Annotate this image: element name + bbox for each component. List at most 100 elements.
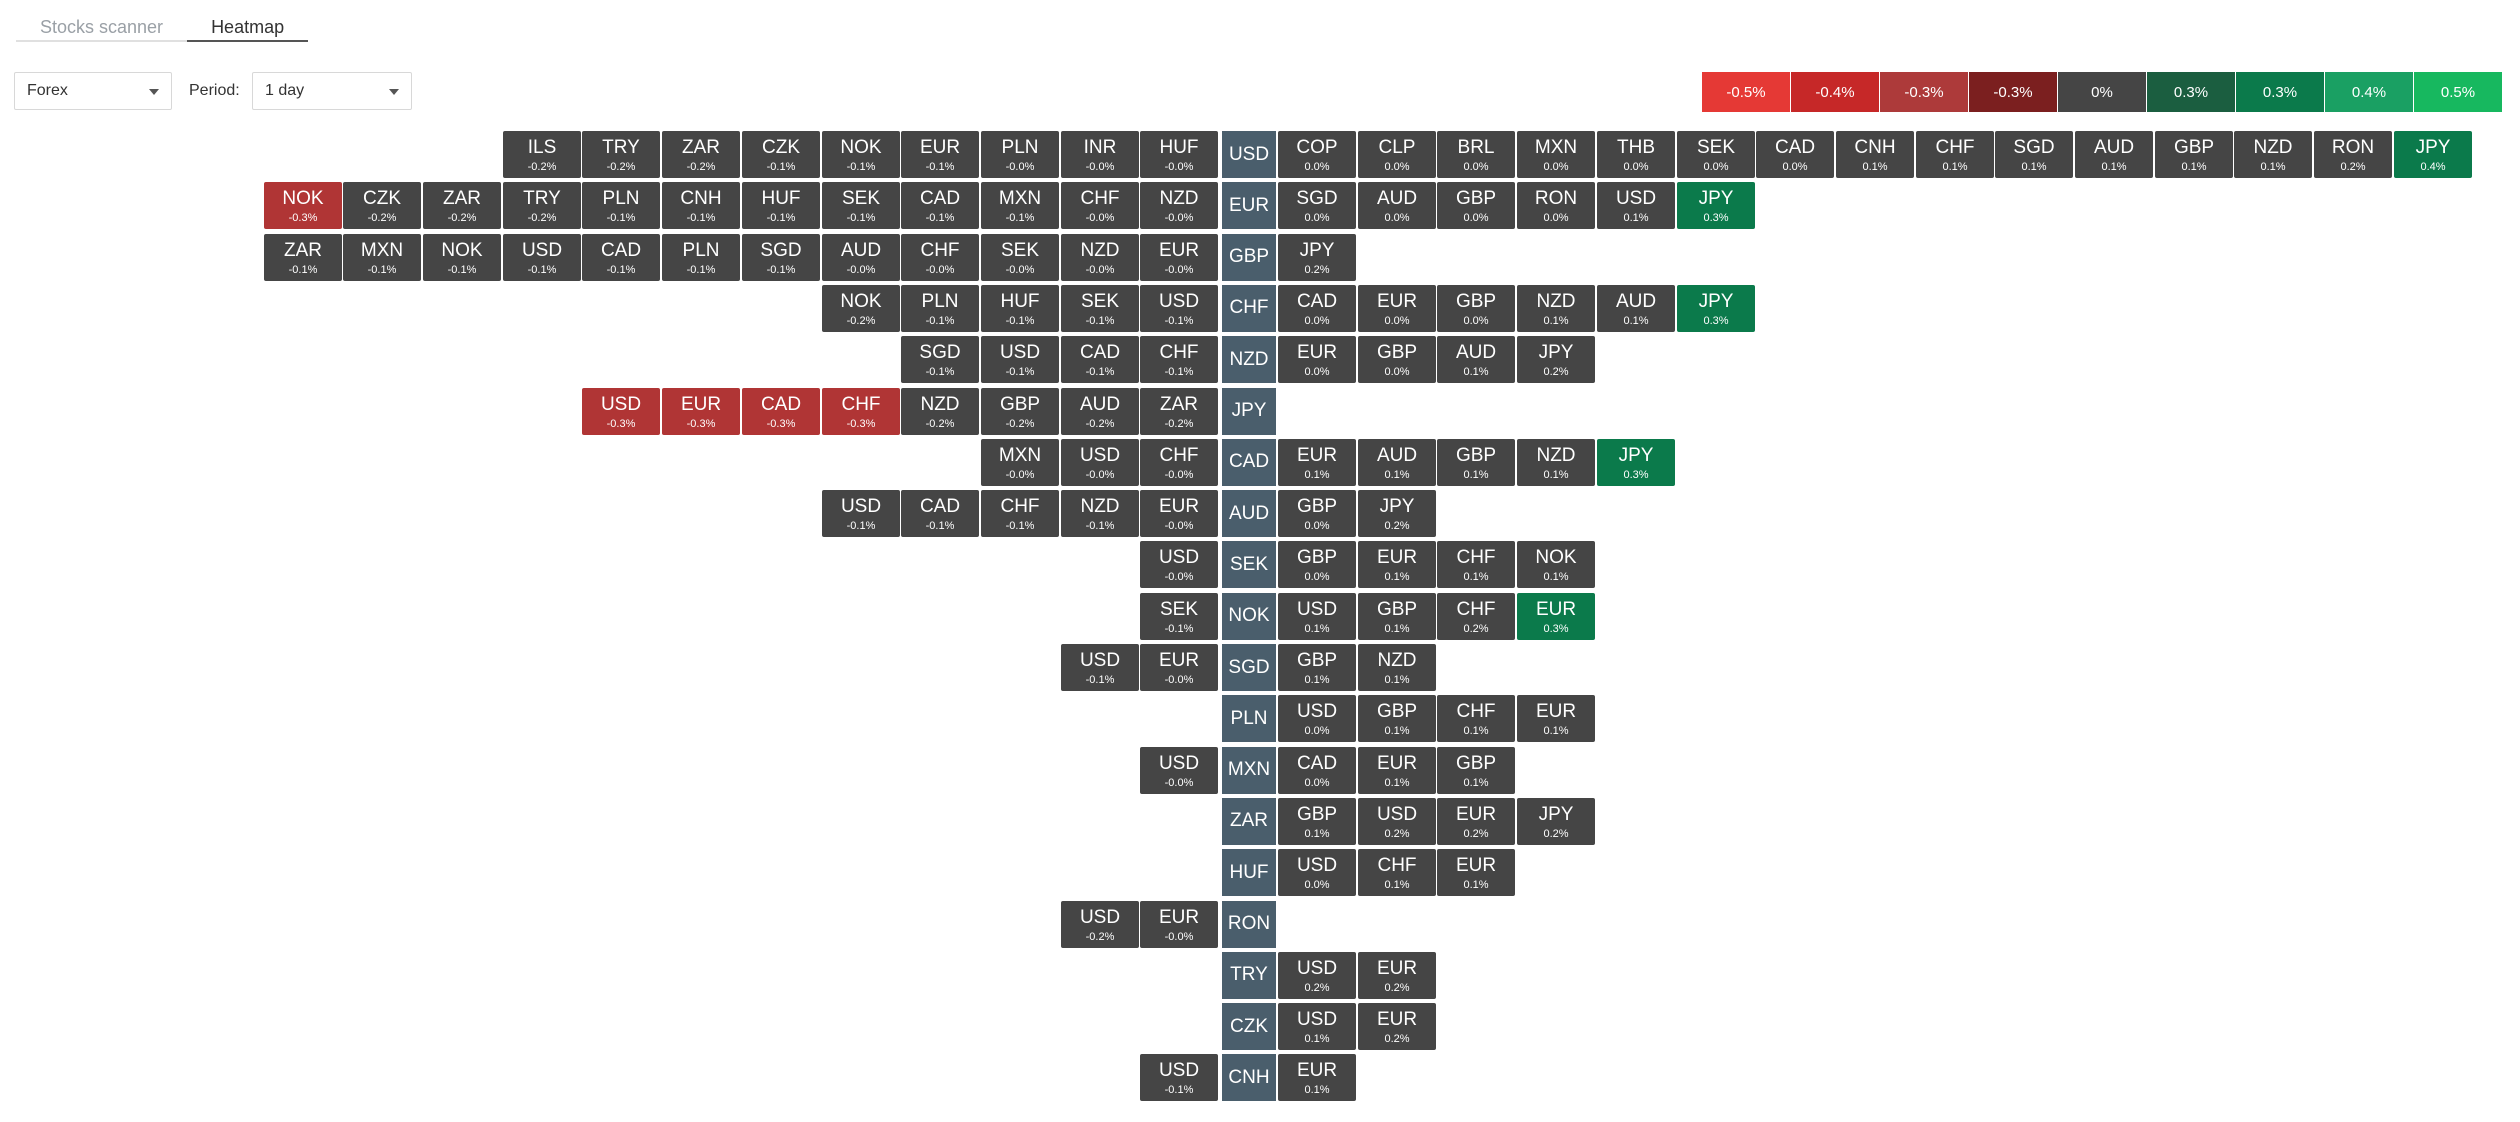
pair-tile[interactable]: CZK -0.2% bbox=[343, 182, 421, 230]
pair-tile[interactable]: USD -0.0% bbox=[1140, 746, 1218, 794]
pair-tile[interactable]: GBP -0.2% bbox=[981, 387, 1059, 435]
pair-tile[interactable]: JPY 0.2% bbox=[1278, 233, 1356, 281]
pair-tile[interactable]: PLN -0.0% bbox=[981, 131, 1059, 178]
pair-tile[interactable]: NOK -0.2% bbox=[822, 284, 900, 332]
pair-tile[interactable]: USD 0.2% bbox=[1278, 951, 1356, 999]
pair-tile[interactable]: USD 0.2% bbox=[1358, 797, 1436, 845]
pair-tile[interactable]: ZAR -0.1% bbox=[264, 233, 342, 281]
pair-tile[interactable]: TRY -0.2% bbox=[582, 131, 660, 178]
pair-tile[interactable]: AUD 0.1% bbox=[1358, 438, 1436, 486]
pair-tile[interactable]: GBP 0.0% bbox=[1278, 490, 1356, 538]
pair-tile[interactable]: CNH -0.1% bbox=[662, 182, 740, 230]
pair-tile[interactable]: AUD -0.2% bbox=[1061, 387, 1139, 435]
base-currency[interactable]: CHF bbox=[1222, 284, 1276, 332]
pair-tile[interactable]: USD -0.2% bbox=[1061, 900, 1139, 948]
pair-tile[interactable]: GBP 0.1% bbox=[1437, 746, 1515, 794]
pair-tile[interactable]: NZD 0.1% bbox=[1517, 438, 1595, 486]
pair-tile[interactable]: CHF -0.3% bbox=[822, 387, 900, 435]
pair-tile[interactable]: CAD -0.1% bbox=[901, 182, 979, 230]
pair-tile[interactable]: CAD 0.0% bbox=[1756, 131, 1834, 178]
pair-tile[interactable]: CHF 0.1% bbox=[1358, 849, 1436, 897]
pair-tile[interactable]: EUR 0.3% bbox=[1517, 592, 1595, 640]
base-currency[interactable]: NOK bbox=[1222, 592, 1276, 640]
pair-tile[interactable]: USD -0.1% bbox=[1140, 284, 1218, 332]
base-currency[interactable]: NZD bbox=[1222, 336, 1276, 384]
pair-tile[interactable]: GBP 0.1% bbox=[2155, 131, 2233, 178]
pair-tile[interactable]: MXN -0.0% bbox=[981, 438, 1059, 486]
pair-tile[interactable]: JPY 0.3% bbox=[1677, 284, 1755, 332]
pair-tile[interactable]: GBP 0.1% bbox=[1358, 695, 1436, 743]
pair-tile[interactable]: USD -0.1% bbox=[503, 233, 581, 281]
base-currency[interactable]: ZAR bbox=[1222, 797, 1276, 845]
pair-tile[interactable]: CHF -0.0% bbox=[901, 233, 979, 281]
pair-tile[interactable]: GBP 0.0% bbox=[1437, 182, 1515, 230]
pair-tile[interactable]: CHF 0.1% bbox=[1437, 695, 1515, 743]
pair-tile[interactable]: ZAR -0.2% bbox=[423, 182, 501, 230]
pair-tile[interactable]: CHF 0.1% bbox=[1437, 541, 1515, 589]
pair-tile[interactable]: EUR 0.1% bbox=[1358, 541, 1436, 589]
pair-tile[interactable]: SEK 0.0% bbox=[1677, 131, 1755, 178]
pair-tile[interactable]: COP 0.0% bbox=[1278, 131, 1356, 178]
pair-tile[interactable]: CAD 0.0% bbox=[1278, 746, 1356, 794]
pair-tile[interactable]: SEK -0.1% bbox=[822, 182, 900, 230]
base-currency[interactable]: CAD bbox=[1222, 438, 1276, 486]
base-currency[interactable]: JPY bbox=[1222, 387, 1276, 435]
pair-tile[interactable]: EUR 0.1% bbox=[1278, 438, 1356, 486]
pair-tile[interactable]: NZD -0.1% bbox=[1061, 490, 1139, 538]
base-currency[interactable]: USD bbox=[1222, 131, 1276, 178]
base-currency[interactable]: SEK bbox=[1222, 541, 1276, 589]
pair-tile[interactable]: SGD 0.1% bbox=[1995, 131, 2073, 178]
pair-tile[interactable]: RON 0.2% bbox=[2314, 131, 2392, 178]
pair-tile[interactable]: NOK 0.1% bbox=[1517, 541, 1595, 589]
pair-tile[interactable]: ZAR -0.2% bbox=[1140, 387, 1218, 435]
pair-tile[interactable]: CZK -0.1% bbox=[742, 131, 820, 178]
pair-tile[interactable]: SGD -0.1% bbox=[901, 336, 979, 384]
pair-tile[interactable]: GBP 0.1% bbox=[1278, 644, 1356, 691]
pair-tile[interactable]: EUR 0.0% bbox=[1358, 284, 1436, 332]
pair-tile[interactable]: PLN -0.1% bbox=[662, 233, 740, 281]
pair-tile[interactable]: AUD 0.1% bbox=[2075, 131, 2153, 178]
pair-tile[interactable]: EUR 0.2% bbox=[1358, 951, 1436, 999]
pair-tile[interactable]: EUR -0.0% bbox=[1140, 233, 1218, 281]
base-currency[interactable]: CZK bbox=[1222, 1003, 1276, 1051]
pair-tile[interactable]: NZD -0.0% bbox=[1061, 233, 1139, 281]
tab-stocks-scanner[interactable]: Stocks scanner bbox=[16, 12, 188, 42]
pair-tile[interactable]: PLN -0.1% bbox=[901, 284, 979, 332]
pair-tile[interactable]: CHF 0.2% bbox=[1437, 592, 1515, 640]
base-currency[interactable]: GBP bbox=[1222, 233, 1276, 281]
pair-tile[interactable]: GBP 0.1% bbox=[1358, 592, 1436, 640]
pair-tile[interactable]: MXN -0.1% bbox=[981, 182, 1059, 230]
pair-tile[interactable]: CAD -0.1% bbox=[582, 233, 660, 281]
pair-tile[interactable]: GBP 0.1% bbox=[1437, 438, 1515, 486]
pair-tile[interactable]: JPY 0.2% bbox=[1517, 797, 1595, 845]
pair-tile[interactable]: AUD 0.1% bbox=[1597, 284, 1675, 332]
pair-tile[interactable]: JPY 0.2% bbox=[1517, 336, 1595, 384]
base-currency[interactable]: TRY bbox=[1222, 951, 1276, 999]
base-currency[interactable]: AUD bbox=[1222, 490, 1276, 538]
pair-tile[interactable]: CHF -0.1% bbox=[981, 490, 1059, 538]
pair-tile[interactable]: JPY 0.4% bbox=[2394, 131, 2472, 178]
pair-tile[interactable]: USD 0.0% bbox=[1278, 849, 1356, 897]
pair-tile[interactable]: AUD -0.0% bbox=[822, 233, 900, 281]
pair-tile[interactable]: CHF -0.0% bbox=[1140, 438, 1218, 486]
pair-tile[interactable]: USD 0.0% bbox=[1278, 695, 1356, 743]
pair-tile[interactable]: NOK -0.3% bbox=[264, 182, 342, 230]
pair-tile[interactable]: RON 0.0% bbox=[1517, 182, 1595, 230]
pair-tile[interactable]: EUR 0.1% bbox=[1358, 746, 1436, 794]
pair-tile[interactable]: CAD -0.1% bbox=[1061, 336, 1139, 384]
pair-tile[interactable]: HUF -0.0% bbox=[1140, 131, 1218, 178]
pair-tile[interactable]: EUR 0.1% bbox=[1437, 849, 1515, 897]
pair-tile[interactable]: CHF -0.0% bbox=[1061, 182, 1139, 230]
pair-tile[interactable]: SEK -0.1% bbox=[1140, 592, 1218, 640]
base-currency[interactable]: RON bbox=[1222, 900, 1276, 948]
pair-tile[interactable]: MXN -0.1% bbox=[343, 233, 421, 281]
pair-tile[interactable]: SGD 0.0% bbox=[1278, 182, 1356, 230]
pair-tile[interactable]: EUR 0.0% bbox=[1278, 336, 1356, 384]
base-currency[interactable]: MXN bbox=[1222, 746, 1276, 794]
base-currency[interactable]: SGD bbox=[1222, 644, 1276, 691]
pair-tile[interactable]: NZD 0.1% bbox=[1358, 644, 1436, 691]
pair-tile[interactable]: AUD 0.0% bbox=[1358, 182, 1436, 230]
pair-tile[interactable]: JPY 0.3% bbox=[1597, 438, 1675, 486]
pair-tile[interactable]: JPY 0.2% bbox=[1358, 490, 1436, 538]
pair-tile[interactable]: USD 0.1% bbox=[1278, 592, 1356, 640]
